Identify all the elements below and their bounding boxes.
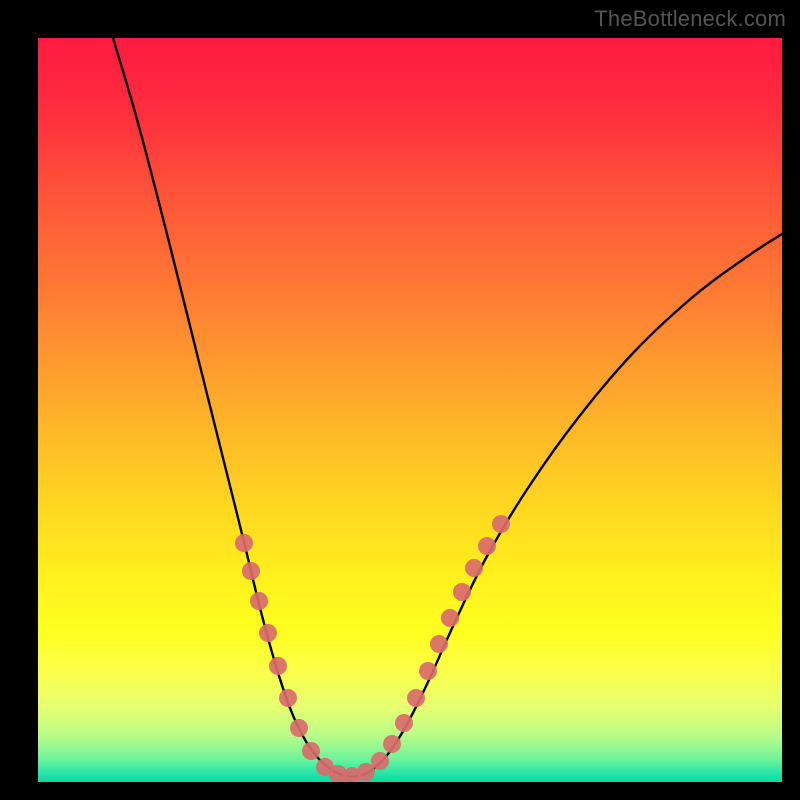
highlight-dot — [492, 515, 510, 533]
highlight-dot — [242, 562, 260, 580]
highlight-dot — [357, 763, 375, 781]
curve-svg — [38, 38, 782, 782]
v-curve — [113, 38, 782, 777]
highlight-dot — [407, 689, 425, 707]
highlight-dot — [383, 735, 401, 753]
highlight-dot — [302, 742, 320, 760]
highlight-dot — [279, 689, 297, 707]
highlight-dot — [235, 534, 253, 552]
highlight-dot — [478, 537, 496, 555]
highlight-dot — [419, 662, 437, 680]
highlight-dot — [290, 719, 308, 737]
plot-area — [38, 38, 782, 782]
chart-frame: TheBottleneck.com — [0, 0, 800, 800]
highlight-dot — [269, 657, 287, 675]
highlight-dot — [441, 609, 459, 627]
highlight-dot — [453, 583, 471, 601]
highlight-dot — [430, 635, 448, 653]
watermark-text: TheBottleneck.com — [594, 6, 786, 32]
highlight-dot — [250, 592, 268, 610]
highlight-dot — [465, 559, 483, 577]
highlight-dot — [395, 714, 413, 732]
highlight-dot — [259, 624, 277, 642]
highlight-dot — [371, 752, 389, 770]
